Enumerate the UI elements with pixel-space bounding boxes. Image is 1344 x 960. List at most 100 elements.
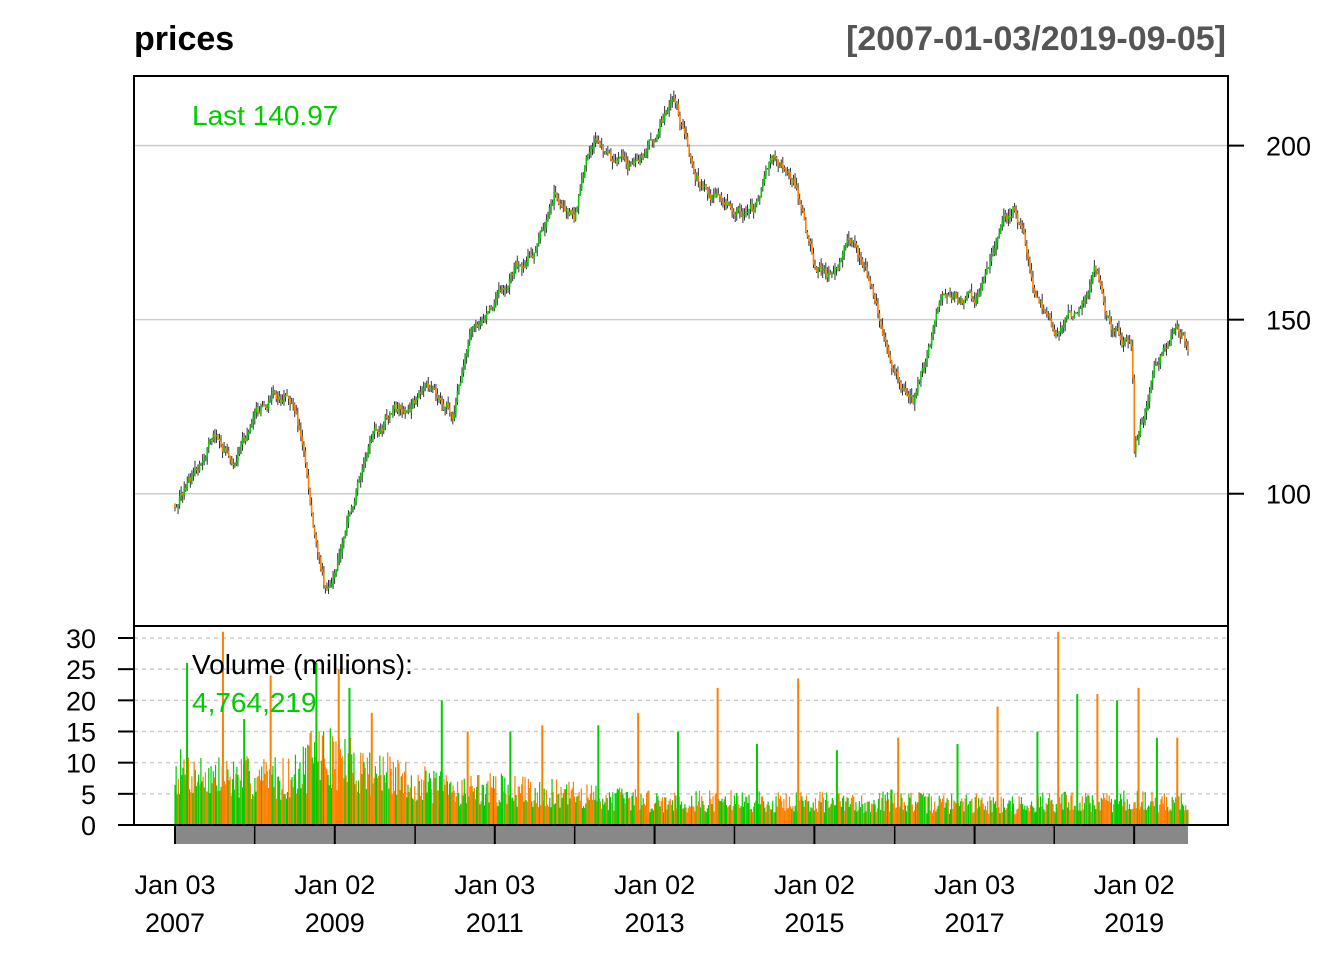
volume-spike-bar (370, 712, 373, 825)
volume-bar (705, 812, 707, 825)
price-candle (201, 460, 204, 463)
volume-bar (851, 794, 854, 825)
volume-bar (650, 808, 652, 825)
volume-bar (555, 779, 558, 825)
volume-bar (838, 793, 840, 825)
volume-bar (409, 787, 411, 825)
volume-bar (354, 784, 356, 825)
price-candle (521, 265, 523, 269)
volume-bar (660, 800, 662, 825)
price-candle (778, 166, 781, 168)
volume-bar (271, 774, 273, 825)
volume-bar (513, 800, 515, 825)
volume-bar (208, 768, 210, 825)
price-candle (252, 416, 255, 423)
price-candle (508, 279, 511, 288)
volume-bar (612, 792, 614, 825)
price-candle (786, 171, 789, 174)
price-candle (686, 136, 689, 146)
volume-bar (806, 801, 809, 825)
volume-bar (620, 792, 622, 825)
price-candle (280, 399, 282, 403)
volume-bar (822, 797, 824, 825)
volume-bar (308, 745, 310, 825)
volume-bar (1180, 793, 1182, 825)
volume-bar (307, 744, 309, 825)
volume-bar (184, 774, 186, 825)
price-candle (938, 302, 941, 307)
volume-bar (1030, 801, 1033, 825)
price-candle (323, 572, 325, 586)
volume-bar (1042, 792, 1044, 825)
price-candle (720, 195, 723, 202)
volume-bar (845, 801, 847, 825)
price-candle (1022, 227, 1025, 233)
volume-bar (992, 797, 994, 825)
price-candle (375, 428, 377, 430)
volume-spike-bar (1057, 631, 1060, 825)
price-candle (1021, 225, 1024, 228)
volume-bar (1052, 804, 1054, 825)
volume-bar (900, 793, 902, 825)
volume-bar (561, 798, 563, 825)
volume-bar (549, 797, 551, 825)
volume-bar (274, 757, 276, 825)
price-candle (382, 424, 385, 432)
volume-bar (649, 812, 651, 825)
volume-bar (451, 792, 453, 825)
volume-bar (769, 809, 772, 825)
volume-bar (788, 796, 791, 825)
volume-bar (916, 803, 918, 825)
price-candle (1033, 287, 1036, 295)
price-candle (596, 138, 598, 141)
price-candle (1176, 326, 1179, 328)
price-candle (1045, 311, 1048, 315)
price-candle (341, 542, 344, 552)
price-candle (956, 298, 959, 304)
price-candle (709, 193, 712, 200)
volume-bar (630, 810, 632, 825)
volume-bar (563, 789, 566, 825)
volume-bar (343, 778, 345, 825)
price-candle (858, 255, 861, 258)
volume-bar (395, 767, 397, 825)
volume-bar (1123, 790, 1125, 825)
volume-bar (407, 784, 409, 825)
volume-bar (1048, 792, 1051, 825)
volume-bar (719, 800, 721, 825)
x-axis-tick-label-year: 2011 (466, 908, 524, 938)
volume-bar (909, 797, 911, 825)
price-candle (192, 472, 195, 476)
price-candle (622, 153, 624, 157)
price-grid (134, 144, 1228, 495)
volume-bar (410, 775, 412, 825)
volume-bar (1071, 792, 1073, 825)
volume-bar (858, 801, 860, 825)
price-candle (485, 312, 488, 320)
volume-bar (901, 797, 903, 825)
volume-bar (759, 804, 761, 825)
volume-bar (632, 792, 634, 825)
volume-bar (300, 788, 302, 825)
volume-bar (931, 812, 934, 825)
price-candle (654, 139, 657, 143)
volume-bar (988, 813, 990, 825)
volume-bar (482, 784, 485, 825)
volume-bar (983, 809, 985, 825)
volume-bar (248, 770, 250, 825)
volume-bar (696, 805, 698, 825)
volume-bar (648, 790, 650, 825)
volume-bar (980, 799, 982, 825)
price-candle (628, 163, 631, 169)
x-axis-tick-label-year: 2017 (945, 908, 1005, 938)
price-candle (626, 163, 629, 169)
volume-bar (1134, 802, 1136, 825)
volume-bar (727, 807, 729, 825)
volume-bar (641, 805, 643, 825)
volume-bar (624, 803, 626, 825)
volume-bar (598, 798, 600, 825)
price-candle (906, 392, 908, 395)
price-candle (1026, 244, 1028, 254)
volume-spike-bar (315, 662, 318, 825)
